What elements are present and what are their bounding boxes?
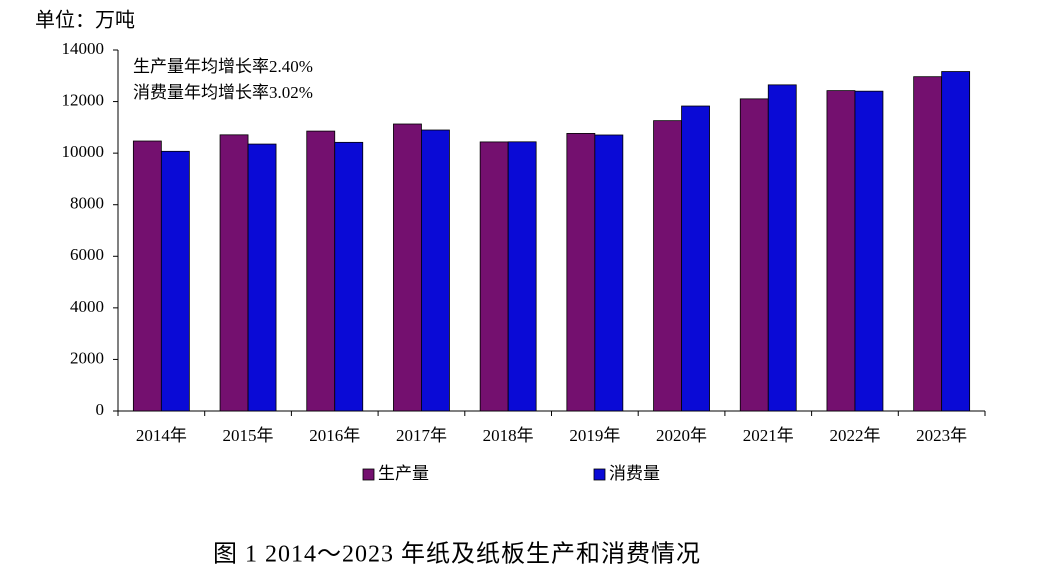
bar <box>594 134 624 412</box>
annotation: 消费量年均增长率3.02% <box>133 83 313 102</box>
x-tick-label: 2016年 <box>309 426 360 445</box>
y-tick-label: 0 <box>96 400 105 419</box>
bar <box>681 105 710 412</box>
x-tick-label: 2021年 <box>743 426 794 445</box>
x-tick-label: 2022年 <box>829 426 880 445</box>
bar <box>306 130 336 412</box>
bar <box>160 150 190 412</box>
bar <box>479 141 509 412</box>
y-tick-label: 6000 <box>70 245 104 264</box>
y-tick-label: 2000 <box>70 348 104 367</box>
bar <box>941 71 971 412</box>
x-tick-label: 2018年 <box>483 426 534 445</box>
bar <box>132 140 162 412</box>
bar <box>566 133 596 412</box>
bar <box>739 98 769 412</box>
bar <box>913 76 943 412</box>
bar <box>767 84 797 412</box>
bar <box>826 90 856 412</box>
x-tick-label: 2023年 <box>916 426 967 445</box>
legend-label: 生产量 <box>378 464 429 483</box>
bar <box>219 134 249 412</box>
legend-swatch <box>593 468 606 481</box>
x-tick-label: 2019年 <box>569 426 620 445</box>
y-tick-label: 4000 <box>70 297 104 316</box>
legend-swatch <box>362 468 375 481</box>
y-tick-label: 12000 <box>62 90 105 109</box>
legend-label: 消费量 <box>609 464 660 483</box>
chart-title: 图 1 2014～2023 年纸及纸板生产和消费情况 <box>213 541 701 568</box>
x-tick-label: 2014年 <box>136 426 187 445</box>
bar <box>334 141 364 412</box>
bar <box>393 123 422 412</box>
y-tick-label: 8000 <box>70 194 104 213</box>
bar <box>653 120 682 412</box>
y-tick-label: 10000 <box>62 142 105 161</box>
x-tick-label: 2015年 <box>223 426 274 445</box>
bar <box>507 141 537 412</box>
bar <box>854 90 884 412</box>
x-tick-label: 2020年 <box>656 426 707 445</box>
annotation: 生产量年均增长率2.40% <box>133 57 313 76</box>
x-tick-label: 2017年 <box>396 426 447 445</box>
y-tick-label: 14000 <box>62 39 105 58</box>
bar <box>247 143 277 412</box>
unit-label: 单位：万吨 <box>35 9 135 32</box>
bar <box>421 129 450 412</box>
